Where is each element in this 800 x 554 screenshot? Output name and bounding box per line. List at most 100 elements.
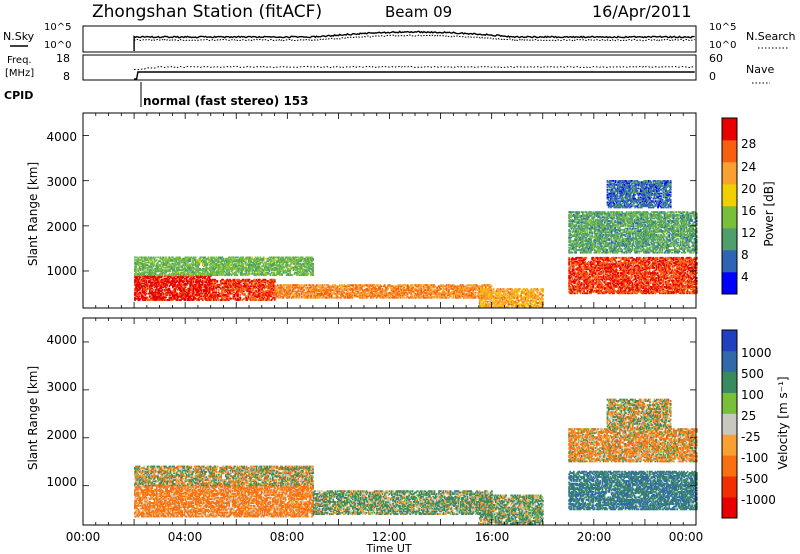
- heatmap-cell: [419, 284, 422, 287]
- heatmap-cell: [205, 267, 208, 270]
- heatmap-cell: [379, 291, 381, 294]
- heatmap-cell: [390, 296, 393, 299]
- heatmap-cell: [327, 290, 330, 293]
- heatmap-cell: [164, 262, 166, 265]
- heatmap-cell: [379, 286, 381, 289]
- heatmap-cell: [344, 288, 347, 290]
- heatmap-cell: [192, 286, 195, 289]
- heatmap-cell: [170, 296, 173, 299]
- heatmap-cell: [207, 257, 210, 260]
- heatmap-cell: [138, 297, 141, 300]
- heatmap-cell: [197, 292, 200, 295]
- heatmap-cell: [151, 274, 154, 277]
- freq-label-line2: [MHz]: [5, 68, 34, 79]
- heatmap-cell: [488, 288, 491, 290]
- heatmap-cell: [169, 257, 172, 260]
- heatmap-cell: [168, 285, 171, 288]
- heatmap-cell: [360, 285, 363, 288]
- heatmap-cell: [197, 276, 200, 279]
- heatmap-cell: [463, 286, 465, 289]
- heatmap-cell: [303, 291, 306, 294]
- heatmap-cell: [205, 266, 208, 269]
- heatmap-cell: [255, 295, 258, 298]
- heatmap-cell: [178, 264, 181, 266]
- heatmap-cell: [443, 296, 446, 299]
- heatmap-cell: [199, 267, 202, 270]
- heatmap-cell: [253, 299, 255, 301]
- heatmap-cell: [472, 296, 475, 299]
- heatmap-cell: [420, 291, 423, 294]
- heatmap-cell: [363, 284, 365, 287]
- heatmap-cell: [481, 288, 484, 290]
- heatmap-cell: [149, 266, 151, 269]
- heatmap-cell: [152, 256, 155, 259]
- heatmap-cell: [157, 261, 159, 264]
- heatmap-cell: [165, 278, 167, 281]
- heatmap-cell: [189, 259, 192, 261]
- heatmap-cell: [457, 294, 460, 297]
- heatmap-cell: [178, 260, 181, 263]
- heatmap-cell: [263, 294, 266, 296]
- heatmap-cell: [392, 289, 395, 292]
- heatmap-cell: [288, 291, 291, 294]
- heatmap-cell: [259, 297, 261, 300]
- heatmap-cell: [269, 286, 272, 289]
- heatmap-cell: [208, 266, 211, 269]
- heatmap-cell: [244, 285, 246, 288]
- heatmap-cell: [200, 295, 203, 298]
- heatmap-cell: [418, 294, 420, 297]
- heatmap-cell: [280, 293, 283, 295]
- heatmap-cell: [389, 295, 392, 298]
- heatmap-cell: [430, 290, 433, 293]
- heatmap-cell: [386, 291, 388, 294]
- heatmap-cell: [214, 285, 216, 288]
- heatmap-cell: [290, 296, 293, 299]
- heatmap-cell: [241, 290, 244, 293]
- heatmap-cell: [185, 274, 188, 277]
- heatmap-cell: [208, 289, 211, 291]
- heatmap-cell: [351, 294, 354, 297]
- heatmap-cell: [166, 269, 169, 272]
- heatmap-cell: [201, 271, 204, 274]
- heatmap-cell: [252, 280, 254, 282]
- heatmap-cell: [313, 288, 316, 290]
- heatmap-cell: [141, 290, 143, 293]
- heatmap-cell: [460, 295, 463, 298]
- heatmap-cell: [403, 294, 406, 297]
- heatmap-cell: [327, 291, 330, 294]
- heatmap-cell: [269, 292, 272, 295]
- heatmap-cell: [173, 289, 175, 291]
- heatmap-cell: [174, 291, 177, 294]
- heatmap-cell: [363, 294, 365, 297]
- heatmap-cell: [226, 294, 229, 296]
- heatmap-cell: [211, 266, 213, 269]
- heatmap-cell: [213, 260, 216, 263]
- heatmap-cell: [217, 299, 220, 301]
- heatmap-cell: [379, 284, 381, 287]
- heatmap-cell: [167, 257, 170, 260]
- heatmap-cell: [152, 299, 155, 301]
- heatmap-cell: [417, 295, 419, 298]
- heatmap-cell: [154, 256, 157, 259]
- heatmap-cell: [288, 285, 291, 288]
- heatmap-cell: [167, 278, 170, 281]
- heatmap-cell: [203, 290, 205, 293]
- heatmap-cell: [193, 297, 196, 300]
- heatmap-cell: [201, 270, 204, 273]
- heatmap-cell: [418, 289, 420, 292]
- heatmap-cell: [162, 296, 165, 299]
- heatmap-cell: [256, 291, 259, 294]
- heatmap-cell: [185, 291, 188, 294]
- heatmap-cell: [402, 285, 404, 288]
- heatmap-cell: [169, 267, 172, 270]
- heatmap-cell: [274, 286, 277, 289]
- heatmap-cell: [319, 293, 322, 295]
- heatmap-cell: [448, 286, 450, 289]
- heatmap-cell: [329, 295, 332, 298]
- heatmap-cell: [378, 286, 380, 289]
- noise-left-label: N.Sky: [3, 30, 35, 43]
- nave-label: Nave: [746, 63, 774, 76]
- heatmap-cell: [456, 295, 458, 298]
- heatmap-cell: [221, 294, 223, 296]
- heatmap-cell: [135, 259, 137, 261]
